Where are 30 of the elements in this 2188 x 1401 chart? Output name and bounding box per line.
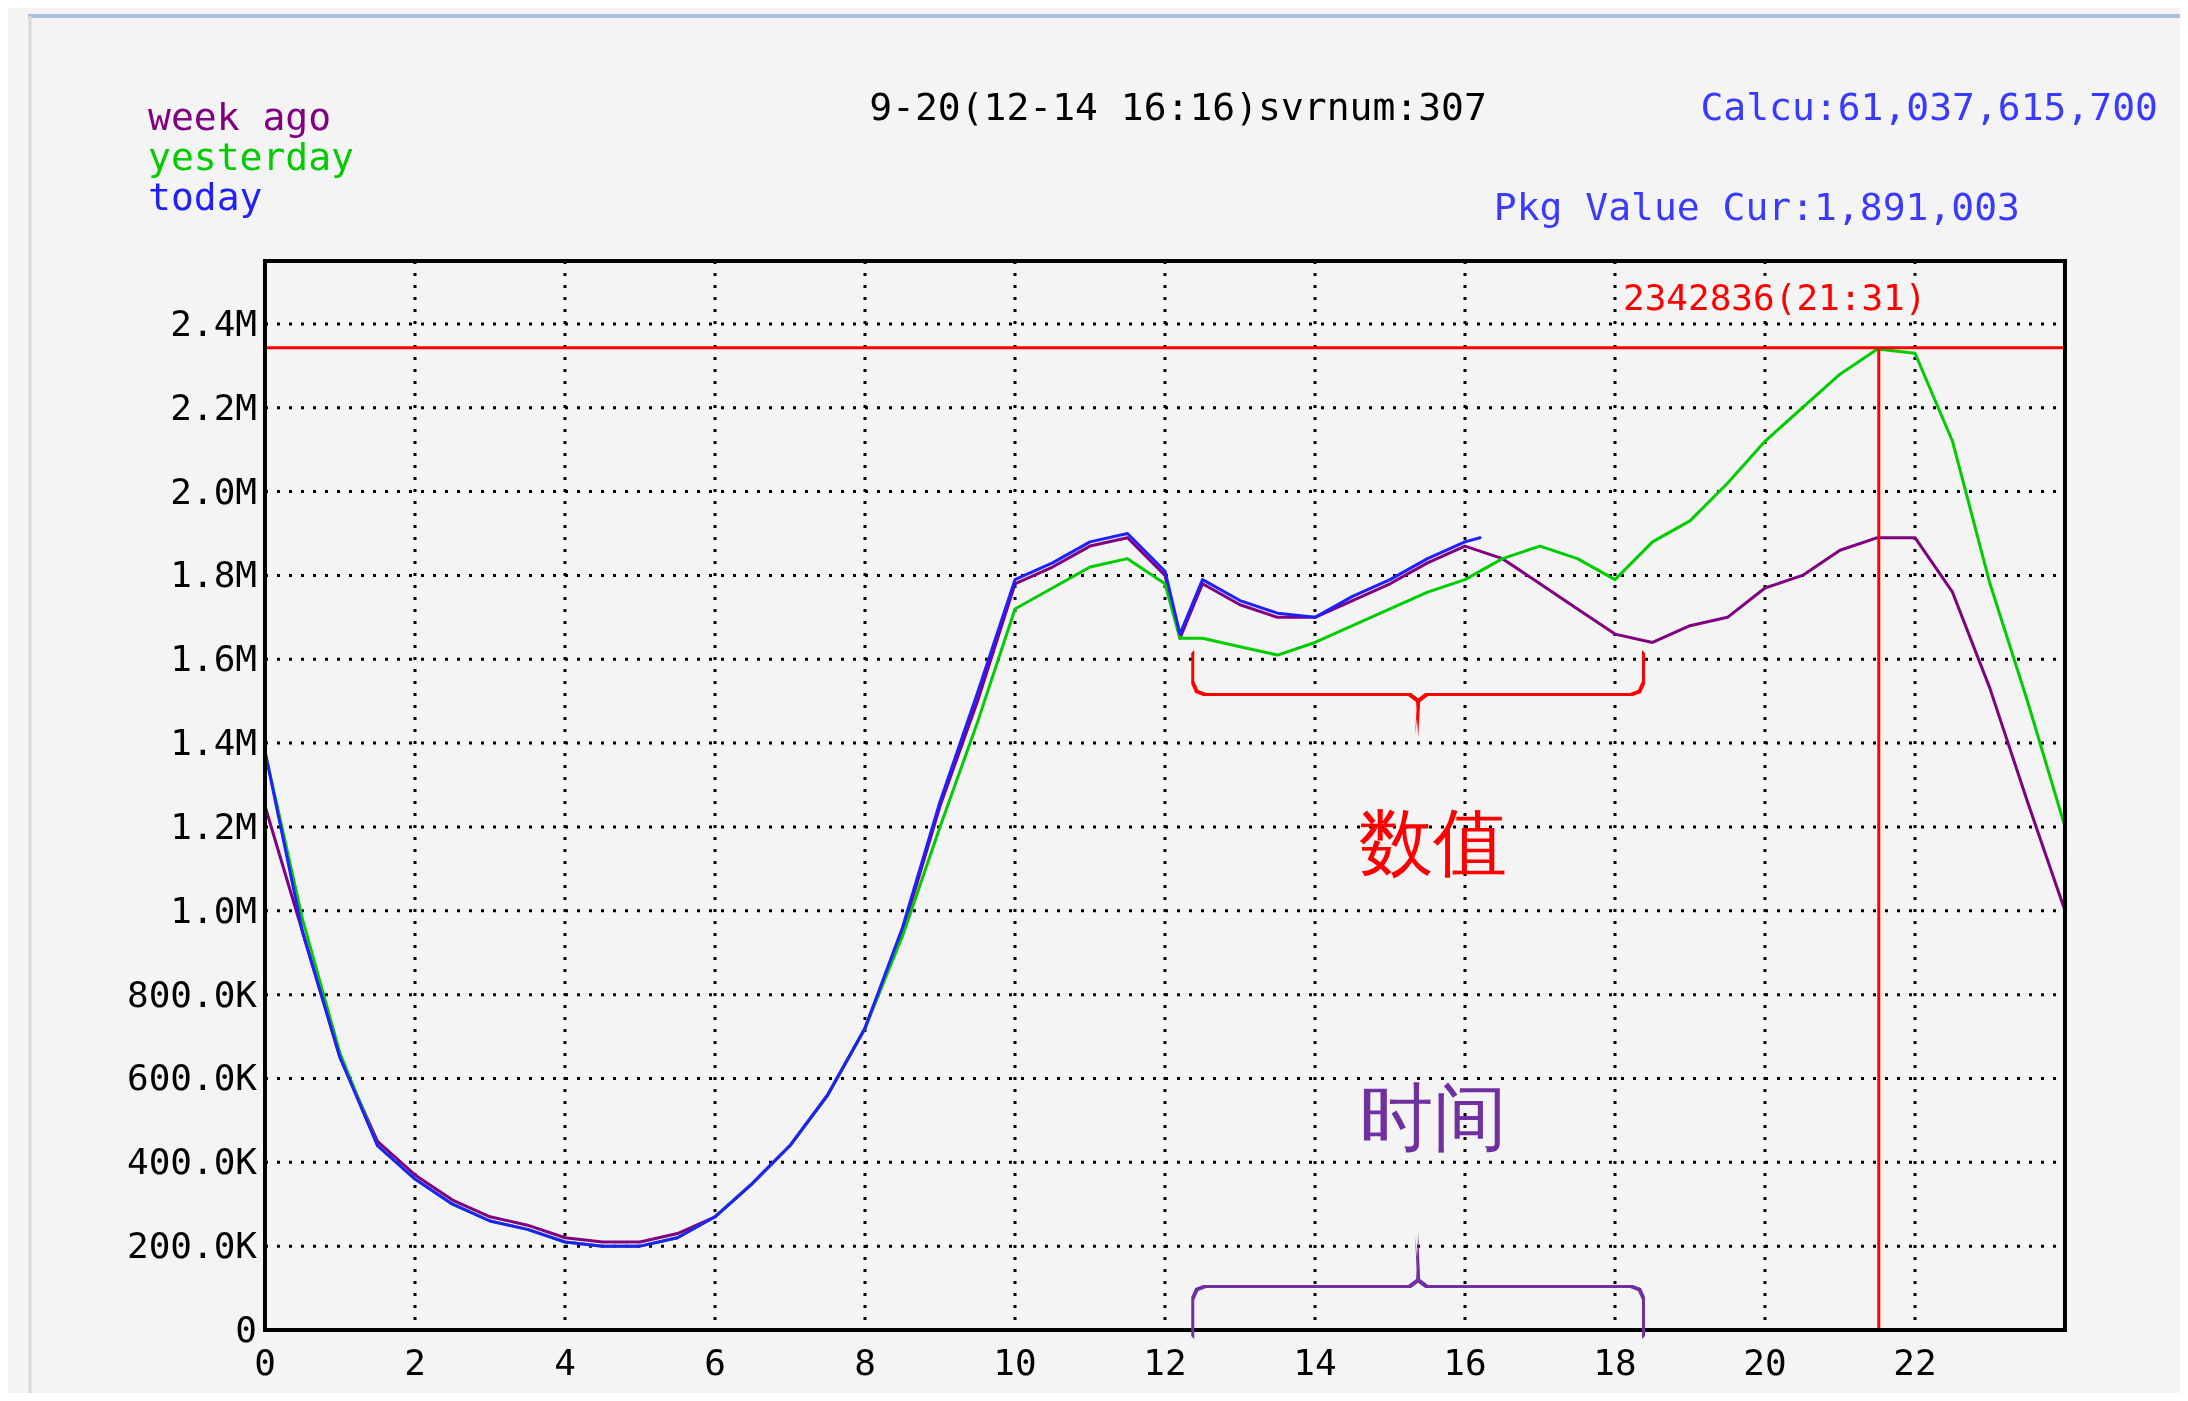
x-tick-label: 6	[704, 1342, 726, 1383]
x-tick-label: 16	[1443, 1342, 1487, 1383]
y-tick-label: 2.4M	[170, 302, 257, 344]
x-tick-label: 14	[1293, 1342, 1337, 1383]
y-tick-label: 200.0K	[126, 1225, 258, 1267]
x-tick-label: 8	[854, 1342, 876, 1383]
text: Calcu:61,037,615,700	[1700, 85, 2158, 129]
ref-line-label: 2342836(21:31)	[1623, 276, 1927, 318]
x-tick-label: 12	[1143, 1342, 1187, 1383]
y-tick-label: 1.2M	[170, 805, 257, 847]
y-tick-label: 2.0M	[170, 470, 257, 512]
y-tick-label: 1.6M	[170, 638, 257, 680]
x-tick-label: 10	[993, 1342, 1037, 1383]
chart-title: 9-20(12-14 16:16)svrnum:307	[869, 85, 1487, 129]
text: Pkg Value Cur:1,891,003	[1493, 185, 2020, 229]
x-tick-label: 4	[554, 1342, 576, 1383]
x-tick-label: 2	[404, 1342, 426, 1383]
y-tick-label: 1.8M	[170, 554, 257, 596]
y-tick-label: 1.4M	[170, 722, 257, 764]
y-tick-label: 800.0K	[126, 973, 258, 1015]
y-tick-label: 0	[235, 1309, 257, 1350]
x-tick-label: 22	[1893, 1342, 1937, 1383]
y-tick-label: 2.2M	[170, 386, 257, 428]
y-tick-label: 1.0M	[170, 889, 257, 931]
annotation: 时间	[1359, 1074, 1507, 1160]
y-tick-label: 400.0K	[126, 1141, 258, 1183]
y-tick-label: 600.0K	[126, 1057, 258, 1099]
x-tick-label: 18	[1593, 1342, 1637, 1383]
x-tick-label: 20	[1743, 1342, 1787, 1383]
annotation: 数值	[1359, 799, 1507, 885]
